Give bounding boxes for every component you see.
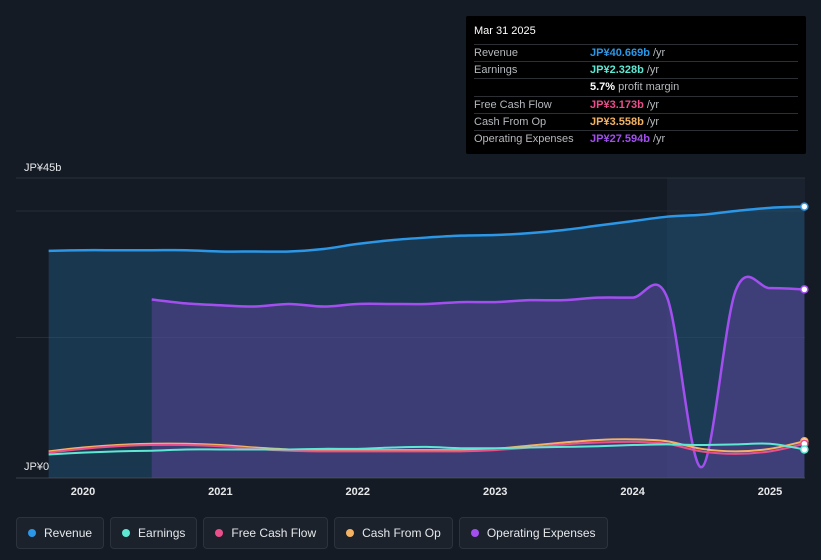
x-tick-label: 2022	[346, 486, 370, 498]
tooltip-label	[474, 79, 590, 95]
tooltip-row-operating-expenses: Operating Expenses JP¥27.594b /yr	[474, 129, 798, 147]
tooltip-value: JP¥2.328b	[590, 64, 644, 77]
revenue-end-marker	[800, 202, 809, 211]
tooltip-label: Earnings	[474, 64, 518, 77]
earnings-end-marker	[800, 445, 809, 454]
earnings-line	[48, 442, 805, 456]
x-tick-label: 2025	[758, 486, 782, 498]
legend-dot-icon	[346, 529, 355, 537]
tooltip-label: Operating Expenses	[474, 132, 574, 145]
legend-dot-icon	[122, 529, 131, 537]
operating-expenses-line	[151, 275, 805, 469]
tooltip-unit: profit margin	[618, 81, 680, 94]
legend-dot-icon	[470, 529, 479, 537]
series-areas	[48, 206, 805, 478]
chart: JP¥45b JP¥0 2020 2021 2022 2023 2024 2025	[16, 162, 809, 498]
x-axis-ticks: 2020 2021 2022 2023 2024 2025	[71, 486, 782, 498]
tooltip-date: Mar 31 2025	[474, 25, 536, 37]
operating-expenses-area	[151, 276, 805, 478]
legend-item-earnings[interactable]: Earnings	[110, 517, 198, 549]
tooltip-row-cash-from-op: Cash From Op JP¥3.558b /yr	[474, 112, 798, 130]
revenue-line	[48, 205, 805, 253]
x-tick-label: 2024	[620, 486, 645, 498]
tooltip-row-free-cash-flow: Free Cash Flow JP¥3.173b /yr	[474, 95, 798, 113]
legend: Revenue Earnings Free Cash Flow Cash Fro…	[16, 517, 608, 549]
tooltip-value: JP¥40.669b	[590, 47, 650, 59]
cash-from-op-line	[48, 438, 805, 453]
tooltip-label: Cash From Op	[474, 115, 547, 128]
legend-item-revenue[interactable]: Revenue	[16, 517, 105, 549]
tooltip-value: JP¥3.173b	[590, 98, 644, 111]
tooltip-label: Revenue	[474, 47, 519, 59]
tooltip-row-earnings: Earnings JP¥2.328b /yr	[474, 61, 798, 78]
tooltip-unit: /yr	[646, 64, 660, 77]
tooltip-unit: /yr	[652, 132, 666, 145]
tooltip-unit: /yr	[646, 115, 660, 128]
legend-label: Revenue	[44, 526, 93, 540]
tooltip-value: JP¥27.594b	[590, 132, 650, 145]
x-tick-label: 2020	[71, 486, 95, 498]
legend-label: Cash From Op	[362, 526, 441, 540]
tooltip: Mar 31 2025 Revenue JP¥40.669b /yr Earni…	[466, 16, 806, 154]
operating-expenses-end-marker	[800, 285, 809, 294]
y-axis-zero-label: JP¥0	[24, 461, 49, 473]
legend-label: Operating Expenses	[486, 526, 596, 540]
x-tick-label: 2021	[208, 486, 232, 498]
tooltip-unit: /yr	[652, 47, 666, 59]
tooltip-value: JP¥3.558b	[590, 115, 644, 128]
tooltip-label: Free Cash Flow	[474, 98, 552, 111]
x-tick-label: 2023	[483, 486, 507, 498]
tooltip-row-revenue: Revenue JP¥40.669b /yr	[474, 44, 798, 61]
legend-label: Free Cash Flow	[231, 526, 317, 540]
revenue-area	[48, 206, 805, 478]
legend-dot-icon	[28, 529, 36, 537]
legend-item-operating-expenses[interactable]: Operating Expenses	[458, 517, 608, 549]
legend-label: Earnings	[138, 526, 186, 540]
legend-dot-icon	[215, 529, 224, 537]
y-axis-top-label: JP¥45b	[24, 162, 61, 174]
gridlines	[16, 177, 805, 479]
tooltip-row-profit-margin: 5.7% profit margin	[474, 78, 798, 95]
legend-item-free-cash-flow[interactable]: Free Cash Flow	[203, 517, 329, 549]
series-lines	[48, 205, 805, 469]
tooltip-value: 5.7%	[590, 81, 616, 94]
legend-item-cash-from-op[interactable]: Cash From Op	[334, 517, 453, 549]
tooltip-unit: /yr	[646, 98, 660, 111]
series-end-markers	[800, 202, 809, 454]
free-cash-flow-line	[48, 440, 805, 455]
